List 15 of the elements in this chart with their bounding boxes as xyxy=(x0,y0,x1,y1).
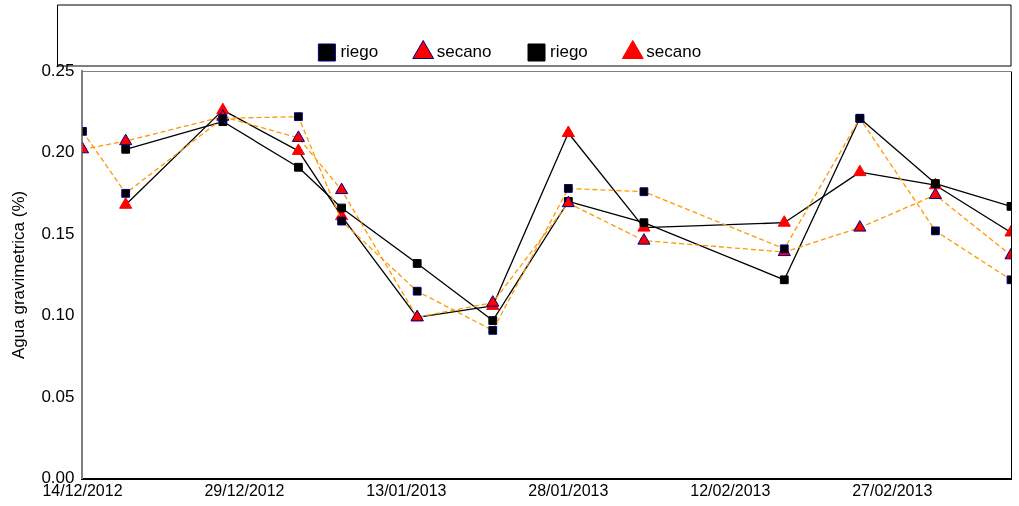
legend-label: riego xyxy=(340,42,379,62)
x-tick-label: 27/02/2013 xyxy=(852,481,933,499)
y-tick-label: 0.05 xyxy=(41,386,75,406)
x-tick-label: 28/01/2013 xyxy=(528,481,609,499)
x-tick-label: 29/12/2012 xyxy=(204,481,285,499)
x-tick-label: 12/02/2013 xyxy=(690,481,771,499)
y-axis-title: Agua gravimetrica (%) xyxy=(8,190,28,359)
y-tick-label: 0.10 xyxy=(41,305,75,325)
legend-label: riego xyxy=(550,42,588,62)
x-tick-label: 13/01/2013 xyxy=(366,481,447,499)
legend-label: secano xyxy=(646,42,702,62)
y-tick-label: 0.25 xyxy=(41,60,75,80)
legend-label: secano xyxy=(436,42,492,62)
y-tick-label: 0.20 xyxy=(41,142,75,162)
y-tick-label: 0.15 xyxy=(41,223,75,243)
